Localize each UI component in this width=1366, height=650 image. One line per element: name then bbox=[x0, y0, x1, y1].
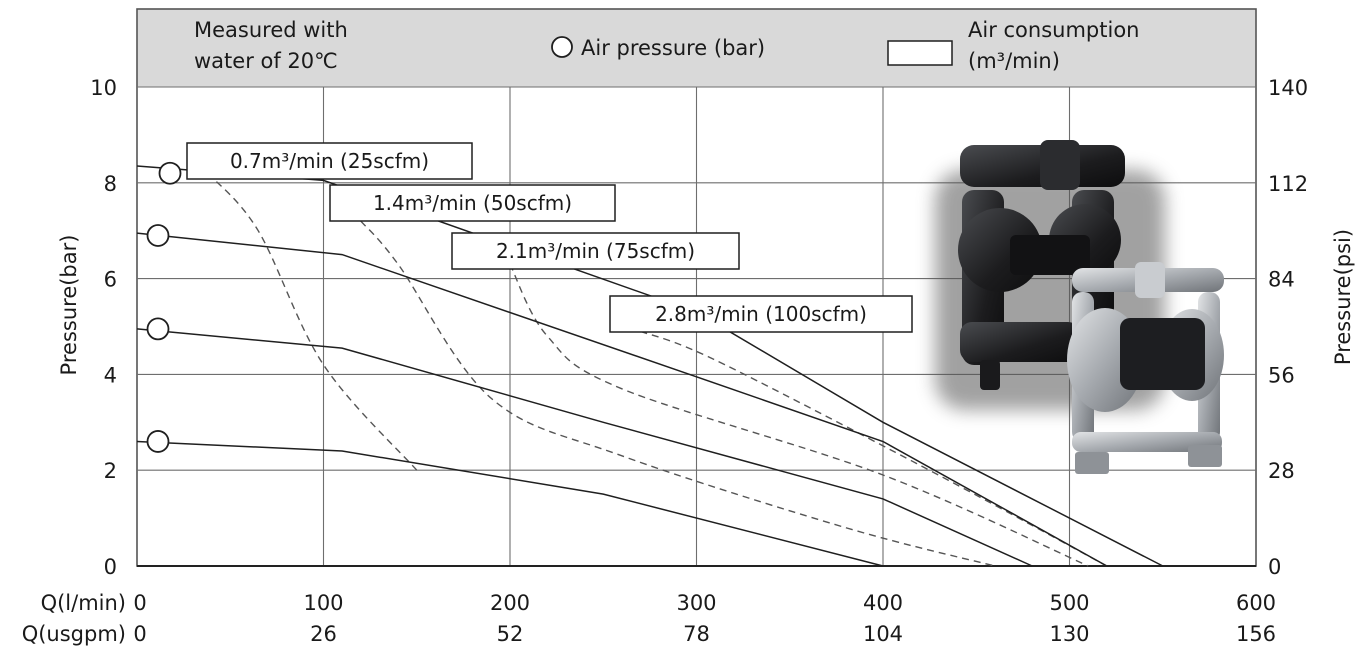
chart-header: Measured with water of 20℃ Air pressure … bbox=[137, 9, 1256, 87]
x-tick-lpm: 200 bbox=[490, 591, 530, 615]
curves bbox=[136, 161, 1164, 567]
measurement-note-line1: Measured with bbox=[194, 18, 348, 42]
y-tick-left: 8 bbox=[104, 172, 117, 196]
air-consumption-curve-1 bbox=[207, 172, 418, 471]
x-tick-usgpm: 52 bbox=[497, 622, 524, 646]
y-tick-right: 56 bbox=[1268, 363, 1295, 387]
legend-air-consumption-label-line1: Air consumption bbox=[968, 18, 1139, 42]
y-tick-right: 112 bbox=[1268, 172, 1308, 196]
consumption-label-text: 2.1m³/min (75scfm) bbox=[496, 239, 695, 263]
diaphragm-pump-photo bbox=[935, 140, 1224, 474]
y-tick-right: 140 bbox=[1268, 76, 1308, 100]
x-tick-usgpm: 78 bbox=[683, 622, 710, 646]
header-background bbox=[137, 9, 1256, 87]
consumption-labels: 0.7m³/min (25scfm) 1.4m³/min (50scfm) 2.1m… bbox=[186, 142, 913, 333]
consumption-label-text: 0.7m³/min (25scfm) bbox=[230, 149, 429, 173]
consumption-label-box bbox=[329, 184, 616, 222]
y-tick-right: 0 bbox=[1268, 555, 1281, 579]
x-tick-lpm: 0 bbox=[133, 591, 146, 615]
pressure-line-2 bbox=[136, 232, 1108, 567]
x-tick-lpm: 300 bbox=[676, 591, 716, 615]
y-axis-right-label: Pressure(psi) bbox=[1331, 229, 1355, 365]
consumption-label-text: 2.8m³/min (100scfm) bbox=[655, 302, 867, 326]
air-consumption-curve-2 bbox=[360, 220, 996, 567]
x-tick-usgpm: 26 bbox=[310, 622, 337, 646]
air-pressure-marker-2 bbox=[146, 224, 170, 247]
x-axis-secondary-label: Q(usgpm) bbox=[22, 622, 126, 646]
air-pressure-marker-1 bbox=[158, 161, 182, 185]
air-consumption-curve-4 bbox=[640, 330, 1108, 567]
x-tick-lpm: 600 bbox=[1236, 591, 1276, 615]
measurement-note-line2: water of 20℃ bbox=[194, 49, 338, 73]
x-tick-lpm: 500 bbox=[1049, 591, 1089, 615]
consumption-label-4: 2.8m³/min (100scfm) bbox=[609, 295, 913, 333]
y-tick-left: 6 bbox=[104, 268, 117, 292]
x-tick-lpm: 400 bbox=[863, 591, 903, 615]
legend-air-consumption-box-icon bbox=[887, 40, 953, 66]
air-pressure-marker-3 bbox=[146, 317, 170, 341]
y-tick-left: 10 bbox=[90, 76, 117, 100]
y-tick-left: 4 bbox=[104, 363, 117, 387]
consumption-label-box bbox=[609, 295, 913, 333]
y-tick-right: 84 bbox=[1268, 268, 1295, 292]
y-tick-right: 28 bbox=[1268, 459, 1295, 483]
y-axis-left-label: Pressure(bar) bbox=[57, 235, 81, 376]
consumption-label-2: 1.4m³/min (50scfm) bbox=[329, 184, 616, 222]
y-tick-left: 2 bbox=[104, 459, 117, 483]
x-tick-usgpm: 104 bbox=[863, 622, 903, 646]
pressure-line-4 bbox=[136, 440, 884, 567]
x-tick-usgpm: 130 bbox=[1049, 622, 1089, 646]
legend-air-pressure-circle-icon bbox=[551, 36, 573, 58]
consumption-label-1: 0.7m³/min (25scfm) bbox=[186, 142, 473, 180]
consumption-label-box bbox=[186, 142, 473, 180]
legend-air-pressure-label: Air pressure (bar) bbox=[581, 36, 765, 60]
consumption-label-box bbox=[451, 232, 740, 270]
air-pressure-marker-4 bbox=[146, 430, 170, 453]
air-consumption-curve-3 bbox=[509, 263, 1089, 567]
y-tick-left: 0 bbox=[104, 555, 117, 579]
consumption-label-text: 1.4m³/min (50scfm) bbox=[373, 191, 572, 215]
consumption-label-3: 2.1m³/min (75scfm) bbox=[451, 232, 740, 270]
stainless-pump-icon bbox=[1067, 262, 1224, 474]
x-tick-usgpm: 0 bbox=[133, 622, 146, 646]
x-axis-primary-label: Q(l/min) bbox=[41, 591, 126, 615]
pressure-line-3 bbox=[136, 328, 1033, 567]
black-pump-icon bbox=[958, 140, 1125, 390]
x-tick-lpm: 100 bbox=[303, 591, 343, 615]
legend-air-consumption-label-line2: (m³/min) bbox=[968, 49, 1060, 73]
x-tick-usgpm: 156 bbox=[1236, 622, 1276, 646]
axis-ticks: 0246810028568411214000100262005230078400… bbox=[90, 76, 1308, 646]
